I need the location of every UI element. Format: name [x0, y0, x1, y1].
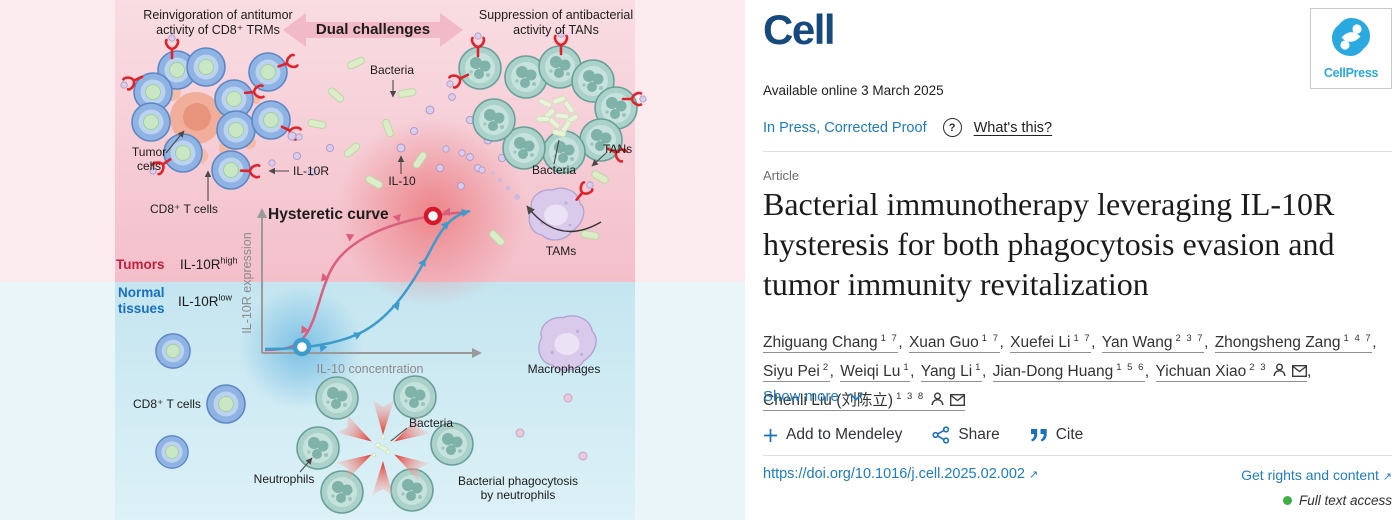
hysteresis-plot	[257, 206, 482, 358]
whats-this-link[interactable]: What's this?	[973, 119, 1053, 136]
author-link[interactable]: Siyu Pei 2	[763, 362, 830, 383]
divider-bottom	[763, 455, 1392, 456]
dual-challenges-arrow	[283, 13, 463, 47]
author-link[interactable]: Yan Wang 2 3 7	[1101, 333, 1205, 354]
author-link[interactable]: Jian-Dong Huang 1 5 6	[992, 362, 1145, 383]
plus-icon	[763, 428, 778, 442]
low-state-marker	[292, 337, 312, 357]
neutrophil-cluster	[296, 375, 474, 514]
cite-quote-icon	[1030, 429, 1047, 442]
author-link[interactable]: Xuan Guo 1 7	[908, 333, 1000, 354]
doi-link[interactable]: https://doi.org/10.1016/j.cell.2025.02.0…	[763, 466, 1039, 482]
graphical-abstract-figure	[0, 0, 745, 520]
author-link[interactable]: Zhongsheng Zang 1 4 7	[1214, 333, 1373, 354]
cellpress-wordmark: CellPress	[1323, 66, 1379, 80]
cite-button[interactable]: Cite	[1030, 426, 1084, 444]
author-link[interactable]: Xuefei Li 1 7	[1010, 333, 1092, 354]
author-link[interactable]: Yang Li 1	[920, 362, 982, 383]
divider-top	[763, 151, 1392, 152]
cellpress-swirl-icon	[1332, 18, 1370, 56]
cell-journal-logo[interactable]: Cell	[763, 6, 836, 53]
graphical-abstract[interactable]: Reinvigoration of antitumor activity of …	[0, 0, 745, 520]
access-status: Full text access	[1282, 493, 1392, 508]
mendeley-label: Add to Mendeley	[786, 426, 903, 443]
chevron-down-icon	[849, 392, 863, 401]
high-state-marker	[423, 206, 443, 226]
author-link[interactable]: Weiqi Lu 1	[840, 362, 911, 383]
external-link-icon: ↗	[1382, 471, 1392, 483]
doi-row: https://doi.org/10.1016/j.cell.2025.02.0…	[763, 466, 1392, 483]
access-label: Full text access	[1298, 493, 1392, 508]
author-list: Zhiguang Chang 1 7, Xuan Guo 1 7, Xuefei L…	[763, 333, 1377, 412]
show-more-button[interactable]: Show more	[763, 388, 863, 405]
status-row: In Press, Corrected Proof ? What's this?	[763, 118, 1052, 137]
available-online-date: Available online 3 March 2025	[763, 83, 944, 98]
rights-and-content-link[interactable]: Get rights and content ↗	[1241, 467, 1392, 483]
author-link[interactable]: Yichuan Xiao 2 3	[1155, 362, 1308, 383]
cite-label: Cite	[1055, 426, 1084, 443]
author-email-icon	[949, 394, 965, 407]
action-bar: Add to Mendeley Share Cite	[763, 426, 1083, 444]
article-type-label: Article	[763, 168, 800, 183]
external-link-icon: ↗	[1029, 469, 1039, 481]
ascending-curve	[264, 209, 471, 351]
tam-cell	[491, 171, 602, 241]
author-link[interactable]: Zhiguang Chang 1 7	[763, 333, 899, 354]
cellpress-logo[interactable]: CellPress	[1310, 8, 1392, 89]
share-label: Share	[958, 426, 1000, 443]
author-link[interactable]: Chenli Liu (刘陈立) 1 3 8	[763, 391, 965, 412]
scattered-dots-bottom	[515, 393, 588, 461]
share-button[interactable]: Share	[932, 426, 1000, 444]
author-profile-icon	[1273, 363, 1286, 377]
add-to-mendeley-button[interactable]: Add to Mendeley	[763, 426, 902, 444]
annotation-arrows	[165, 80, 607, 473]
article-title: Bacterial immunotherapy leveraging IL-10…	[763, 186, 1335, 302]
show-more-label: Show more	[763, 388, 839, 405]
share-icon	[932, 426, 950, 444]
open-access-dot-icon	[1282, 496, 1292, 505]
author-profile-icon	[931, 392, 944, 406]
in-press-link[interactable]: In Press, Corrected Proof	[763, 119, 927, 136]
article-info-pane: Cell CellPress Available online 3 March …	[745, 0, 1400, 520]
author-email-icon	[1291, 365, 1308, 378]
help-icon[interactable]: ?	[942, 118, 962, 137]
bacteria-debris	[371, 434, 395, 458]
